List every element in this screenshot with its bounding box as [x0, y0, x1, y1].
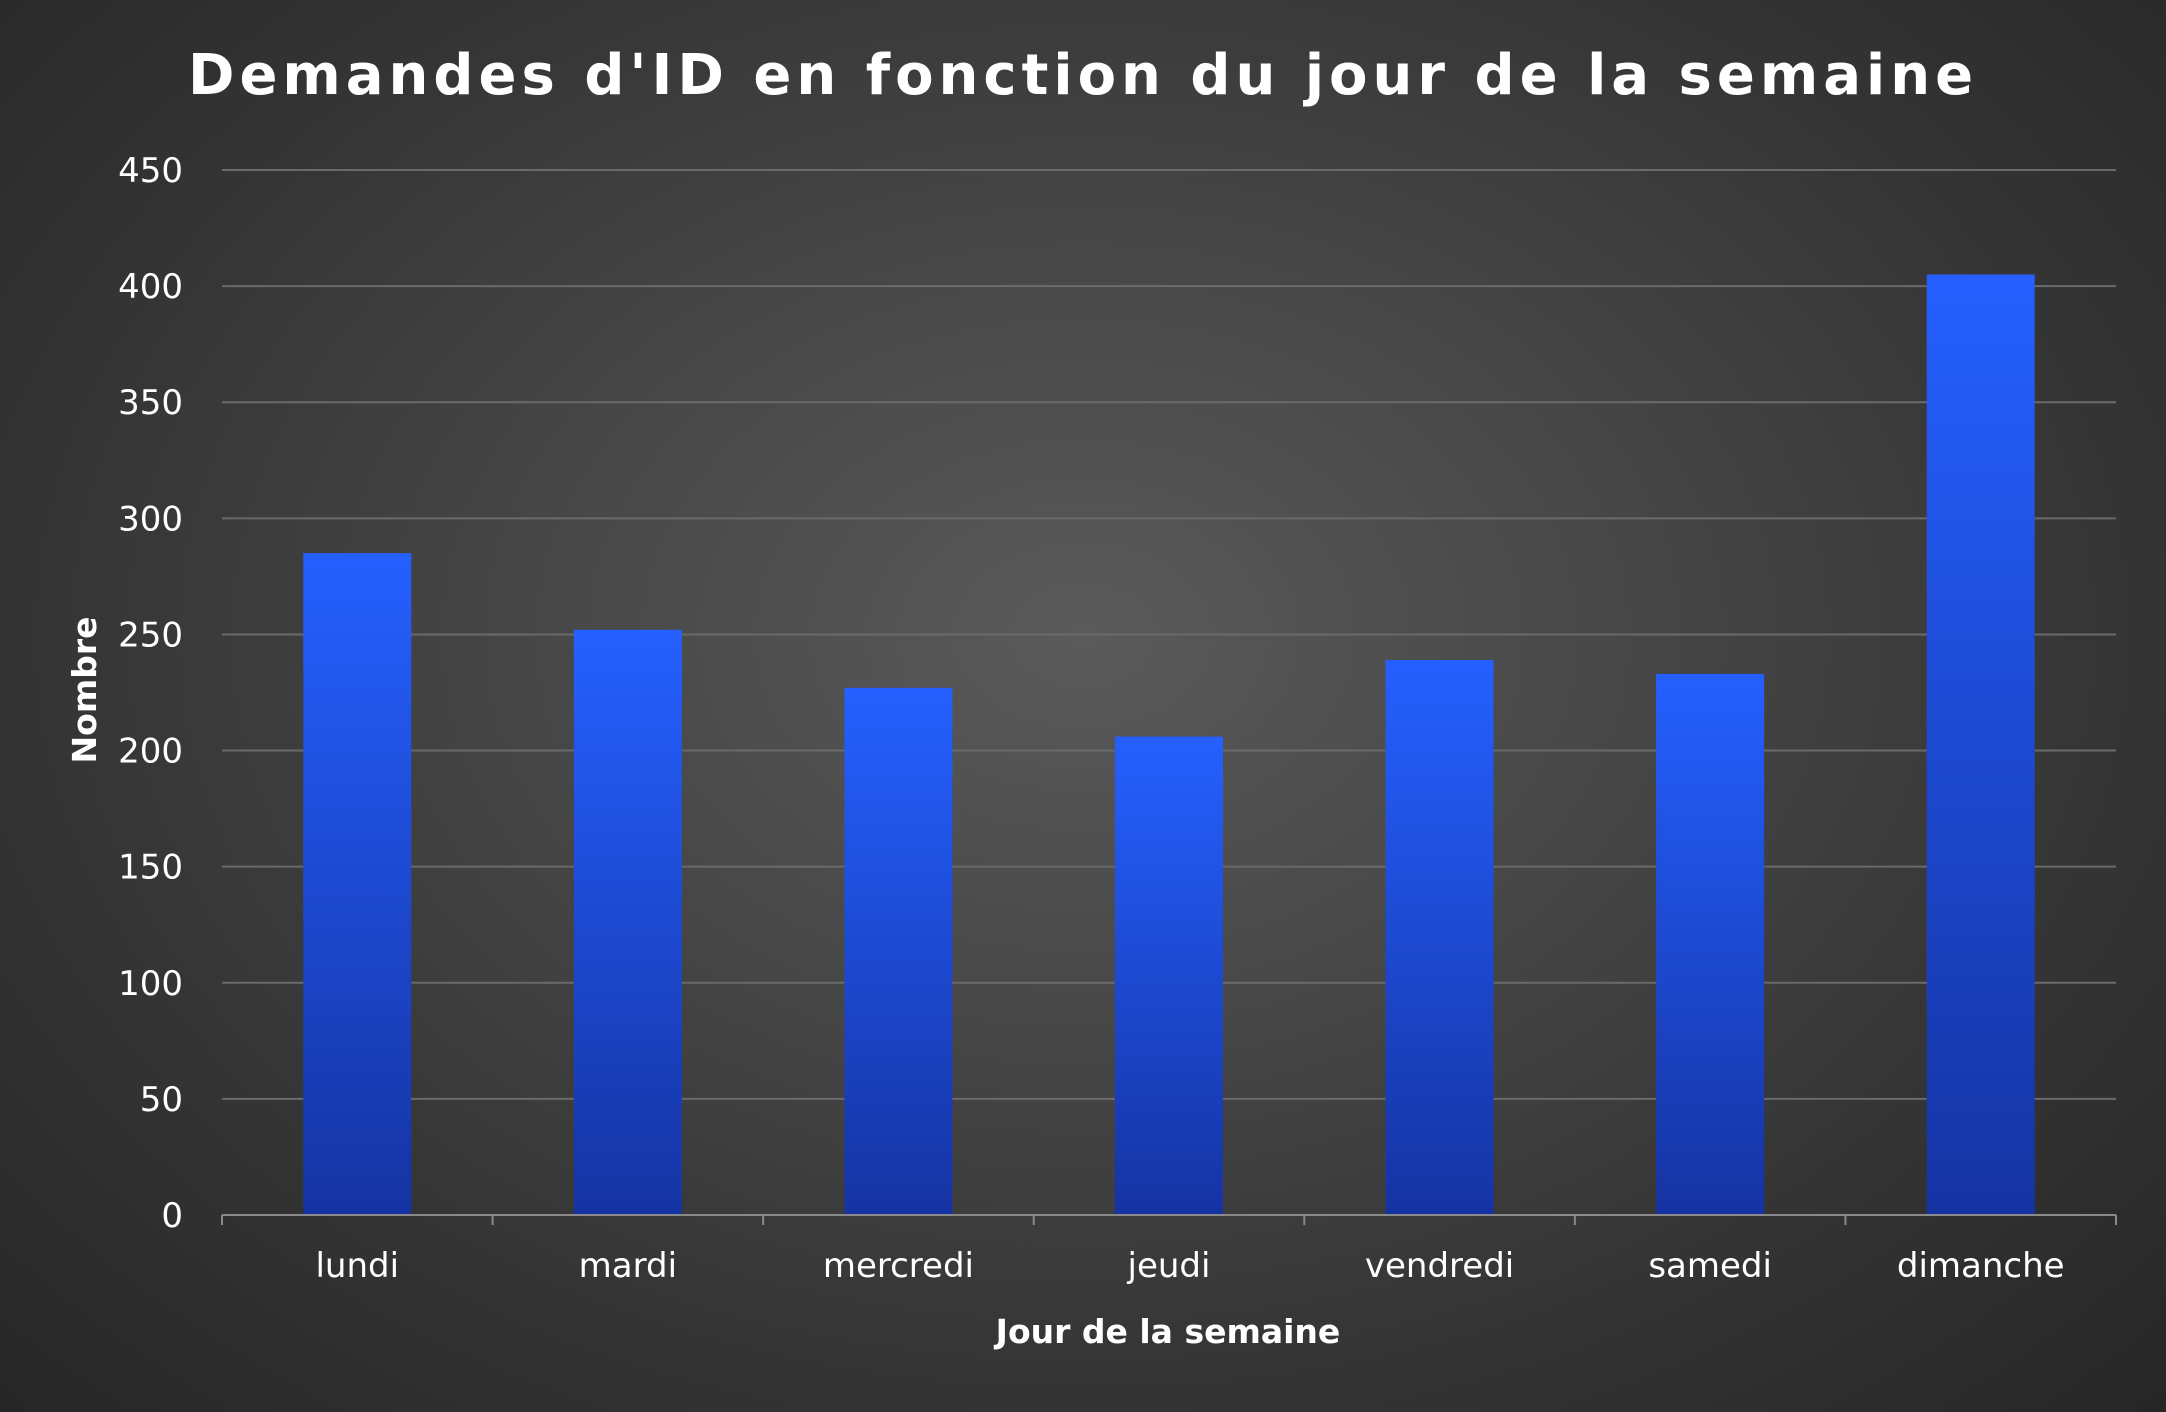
- x-tick-label: samedi: [1648, 1246, 1772, 1286]
- y-tick-label: 0: [161, 1196, 183, 1236]
- y-tick-label: 50: [140, 1080, 183, 1120]
- x-tick-label: mardi: [579, 1246, 677, 1286]
- x-tick-label: jeudi: [1127, 1246, 1211, 1286]
- gridlines: [222, 169, 2116, 1100]
- y-tick-label: 350: [118, 383, 183, 423]
- x-tick-labels: lundi mardi mercredi jeudi vendredi samedi dim…: [315, 1246, 2064, 1286]
- chart-title: Demandes d'ID en fonction du jour de la …: [188, 43, 1978, 108]
- bar-samedi: [1656, 673, 1765, 1215]
- y-tick-label: 200: [118, 732, 183, 772]
- y-tick-label: 100: [118, 964, 183, 1004]
- bar-lundi: [303, 553, 412, 1215]
- bar-dimanche: [1926, 274, 2035, 1215]
- bar-mardi: [573, 629, 682, 1215]
- y-tick-label: 250: [118, 615, 183, 655]
- x-tick-label: dimanche: [1897, 1246, 2065, 1286]
- bar-jeudi: [1115, 736, 1223, 1215]
- y-tick-label: 300: [118, 499, 183, 539]
- bar-mercredi: [844, 687, 953, 1215]
- x-tick-label: mercredi: [823, 1246, 974, 1286]
- bar-vendredi: [1385, 659, 1494, 1215]
- x-tick-label: lundi: [315, 1246, 399, 1286]
- x-axis-title: Jour de la semaine: [994, 1312, 1341, 1351]
- y-tick-label: 150: [118, 848, 183, 888]
- y-tick-labels: 0 50 100 150 200 250 300 350 400 450: [118, 151, 183, 1236]
- x-axis: [221, 1214, 2117, 1225]
- bars: [303, 274, 2035, 1215]
- x-tick-label: vendredi: [1365, 1246, 1514, 1286]
- y-tick-label: 400: [118, 267, 183, 307]
- y-tick-label: 450: [118, 151, 183, 191]
- y-axis-title: Nombre: [65, 617, 104, 764]
